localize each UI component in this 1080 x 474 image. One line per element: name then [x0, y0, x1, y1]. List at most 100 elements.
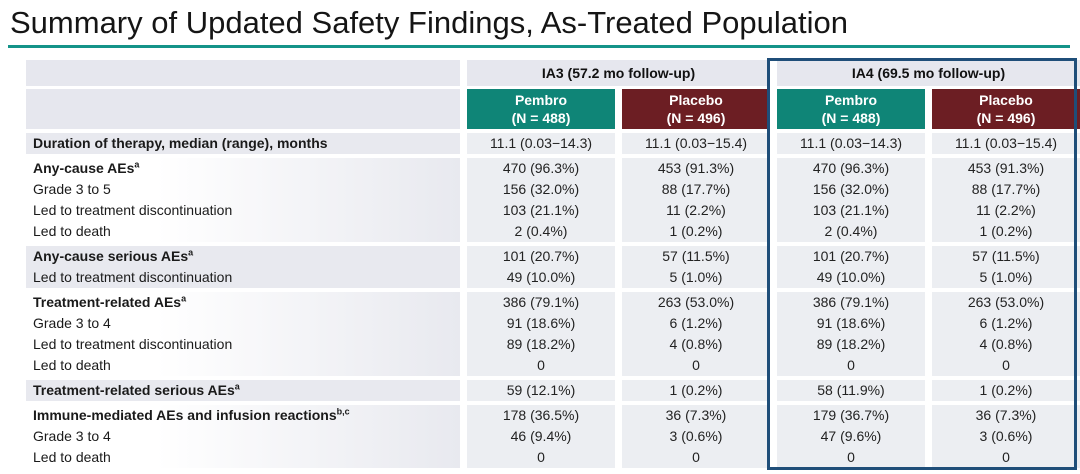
- footnote-marker: a: [188, 247, 194, 258]
- cell-value: 0: [932, 447, 1080, 468]
- cell-value: 58 (11.9%): [777, 380, 925, 401]
- table-row: Any-cause AEsa 470 (96.3%) 453 (91.3%) 470 …: [26, 158, 1080, 179]
- row-label: Led to treatment discontinuation: [26, 267, 460, 288]
- arm-n: (N = 488): [511, 110, 571, 126]
- cell-value: 101 (20.7%): [467, 246, 615, 267]
- cell-value: 11.1 (0.03−14.3): [777, 133, 925, 154]
- cell-value: 11.1 (0.03−15.4): [622, 133, 770, 154]
- title-underline: [8, 45, 1070, 48]
- row-label: Led to death: [26, 447, 460, 468]
- cell-value: 59 (12.1%): [467, 380, 615, 401]
- cell-value: 11 (2.2%): [932, 200, 1080, 221]
- cell-value: 49 (10.0%): [777, 267, 925, 288]
- table-row: Grade 3 to 5 156 (32.0%) 88 (17.7%) 156 (32…: [26, 179, 1080, 200]
- table-row: Led to death 0 0 0 0: [26, 355, 1080, 376]
- cell-value: 156 (32.0%): [467, 179, 615, 200]
- cell-value: 5 (1.0%): [622, 267, 770, 288]
- table-row: Treatment-related AEsa 386 (79.1%) 263 (53…: [26, 292, 1080, 313]
- cell-value: 263 (53.0%): [622, 292, 770, 313]
- cell-value: 0: [467, 355, 615, 376]
- cell-value: 0: [777, 355, 925, 376]
- cell-value: 2 (0.4%): [777, 221, 925, 242]
- cell-value: 88 (17.7%): [622, 179, 770, 200]
- cell-value: 36 (7.3%): [932, 405, 1080, 426]
- cell-value: 47 (9.6%): [777, 426, 925, 447]
- cell-value: 3 (0.6%): [932, 426, 1080, 447]
- column-group-header-ia3: IA3 (57.2 mo follow-up): [467, 60, 770, 86]
- cell-value: 0: [932, 355, 1080, 376]
- page-title: Summary of Updated Safety Findings, As-T…: [10, 5, 849, 40]
- cell-value: 91 (18.6%): [777, 313, 925, 334]
- table-row: Duration of therapy, median (range), mon…: [26, 133, 1080, 154]
- cell-value: 49 (10.0%): [467, 267, 615, 288]
- cell-value: 46 (9.4%): [467, 426, 615, 447]
- footnote-marker: a: [234, 381, 240, 392]
- cell-value: 88 (17.7%): [932, 179, 1080, 200]
- cell-value: 0: [622, 447, 770, 468]
- cell-value: 89 (18.2%): [777, 334, 925, 355]
- cell-value: 0: [777, 447, 925, 468]
- arm-n: (N = 488): [821, 110, 881, 126]
- arm-name: Pembro: [824, 92, 878, 108]
- row-label: Any-cause AEsa: [26, 158, 460, 179]
- row-label: Led to death: [26, 355, 460, 376]
- cell-value: 57 (11.5%): [622, 246, 770, 267]
- table-row: Grade 3 to 4 46 (9.4%) 3 (0.6%) 47 (9.6%) 3 …: [26, 426, 1080, 447]
- cell-value: 6 (1.2%): [932, 313, 1080, 334]
- header-spacer: [26, 89, 460, 129]
- cell-value: 453 (91.3%): [932, 158, 1080, 179]
- cell-value: 36 (7.3%): [622, 405, 770, 426]
- arm-name: Placebo: [979, 92, 1033, 108]
- cell-value: 4 (0.8%): [622, 334, 770, 355]
- cell-value: 263 (53.0%): [932, 292, 1080, 313]
- cell-value: 6 (1.2%): [622, 313, 770, 334]
- footnote-marker: a: [181, 293, 187, 304]
- cell-value: 1 (0.2%): [622, 221, 770, 242]
- table-row: Any-cause serious AEsa 101 (20.7%) 57 (11.…: [26, 246, 1080, 267]
- cell-value: 101 (20.7%): [777, 246, 925, 267]
- cell-value: 453 (91.3%): [622, 158, 770, 179]
- table-row: Immune-mediated AEs and infusion reactio…: [26, 405, 1080, 426]
- cell-value: 89 (18.2%): [467, 334, 615, 355]
- cell-value: 178 (36.5%): [467, 405, 615, 426]
- footnote-marker: b,c: [336, 406, 350, 417]
- table-row: Grade 3 to 4 91 (18.6%) 6 (1.2%) 91 (18.6%)…: [26, 313, 1080, 334]
- cell-value: 5 (1.0%): [932, 267, 1080, 288]
- table-row: Led to treatment discontinuation 103 (21.…: [26, 200, 1080, 221]
- cell-value: 2 (0.4%): [467, 221, 615, 242]
- arm-n: (N = 496): [666, 110, 726, 126]
- row-label: Grade 3 to 5: [26, 179, 460, 200]
- cell-value: 0: [622, 355, 770, 376]
- arm-name: Placebo: [669, 92, 723, 108]
- cell-value: 103 (21.1%): [777, 200, 925, 221]
- table-row: Led to death 2 (0.4%) 1 (0.2%) 2 (0.4%) 1 (0…: [26, 221, 1080, 242]
- row-label: Duration of therapy, median (range), mon…: [26, 133, 460, 154]
- row-label: Led to death: [26, 221, 460, 242]
- cell-value: 57 (11.5%): [932, 246, 1080, 267]
- arm-header: Pembro (N = 488): [777, 89, 925, 129]
- cell-value: 4 (0.8%): [932, 334, 1080, 355]
- cell-value: 91 (18.6%): [467, 313, 615, 334]
- row-label: Grade 3 to 4: [26, 313, 460, 334]
- table-subheader-row: Pembro (N = 488) Placebo (N = 496) Pembro (N …: [26, 89, 1080, 129]
- cell-value: 11.1 (0.03−14.3): [467, 133, 615, 154]
- cell-value: 0: [467, 447, 615, 468]
- table-row: Treatment-related serious AEsa 59 (12.1%)…: [26, 380, 1080, 401]
- cell-value: 179 (36.7%): [777, 405, 925, 426]
- cell-value: 11 (2.2%): [622, 200, 770, 221]
- row-label: Treatment-related AEsa: [26, 292, 460, 313]
- cell-value: 386 (79.1%): [777, 292, 925, 313]
- row-label: Grade 3 to 4: [26, 426, 460, 447]
- arm-name: Pembro: [514, 92, 568, 108]
- cell-value: 386 (79.1%): [467, 292, 615, 313]
- arm-header: Placebo (N = 496): [622, 89, 770, 129]
- row-label: Treatment-related serious AEsa: [26, 380, 460, 401]
- cell-value: 470 (96.3%): [777, 158, 925, 179]
- cell-value: 3 (0.6%): [622, 426, 770, 447]
- arm-n: (N = 496): [976, 110, 1036, 126]
- row-label: Led to treatment discontinuation: [26, 334, 460, 355]
- table-row: Led to treatment discontinuation 49 (10.0…: [26, 267, 1080, 288]
- row-label: Led to treatment discontinuation: [26, 200, 460, 221]
- table-header-row: IA3 (57.2 mo follow-up) IA4 (69.5 mo foll…: [26, 60, 1080, 86]
- cell-value: 1 (0.2%): [622, 380, 770, 401]
